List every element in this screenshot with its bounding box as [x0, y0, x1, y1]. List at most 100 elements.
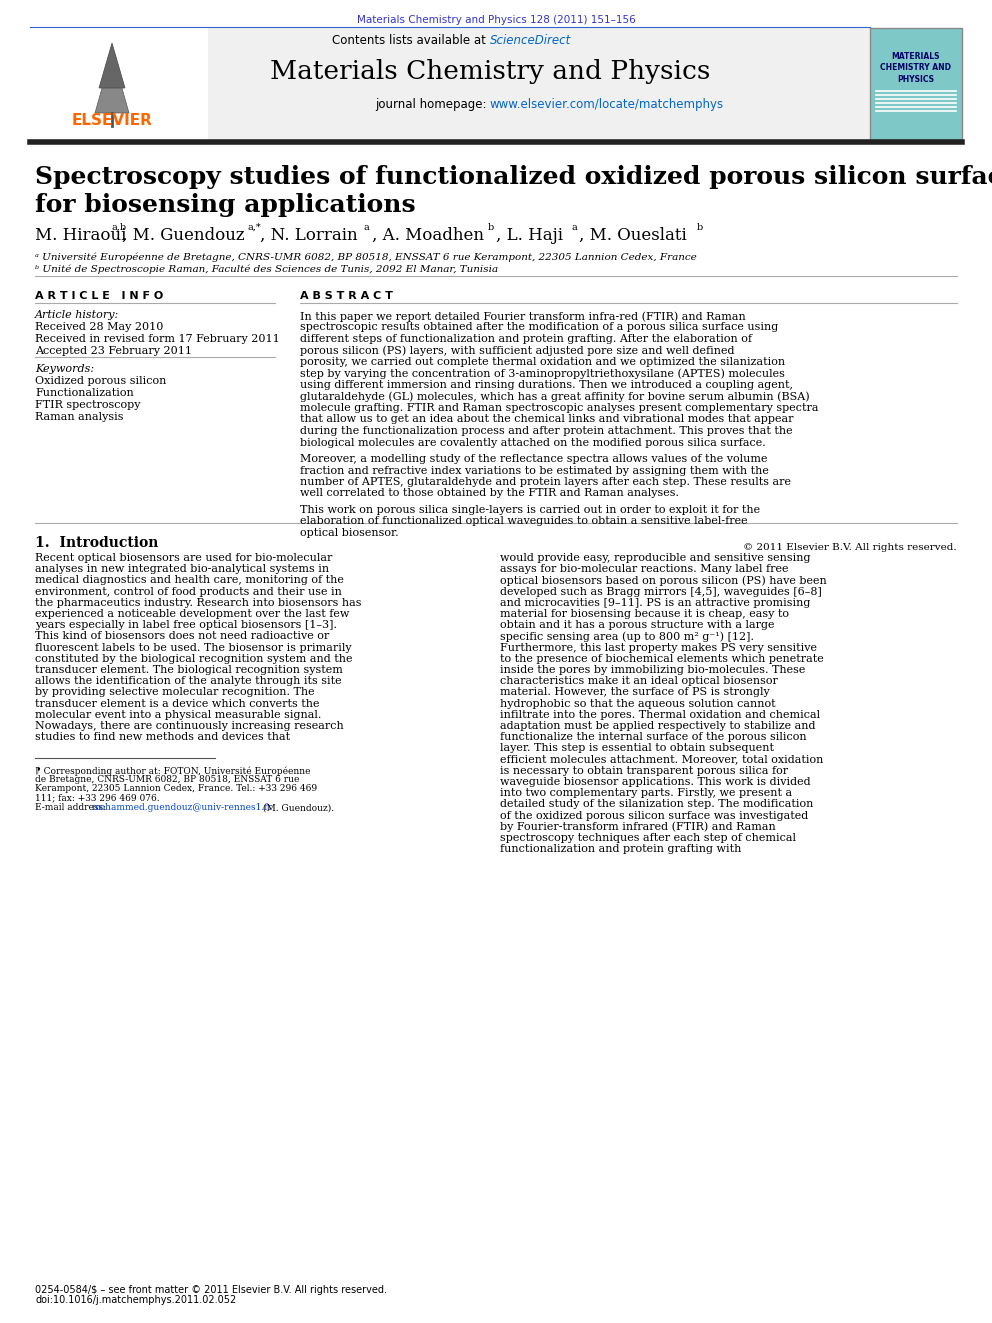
Text: , M. Oueslati: , M. Oueslati [579, 228, 686, 243]
Text: ⁋ Corresponding author at: FOTON, Université Européenne: ⁋ Corresponding author at: FOTON, Univer… [35, 766, 310, 775]
Text: specific sensing area (up to 800 m² g⁻¹) [12].: specific sensing area (up to 800 m² g⁻¹)… [500, 631, 754, 642]
Text: doi:10.1016/j.matchemphys.2011.02.052: doi:10.1016/j.matchemphys.2011.02.052 [35, 1295, 236, 1304]
Text: 1.  Introduction: 1. Introduction [35, 536, 159, 550]
Text: optical biosensors based on porous silicon (PS) have been: optical biosensors based on porous silic… [500, 576, 826, 586]
Text: Raman analysis: Raman analysis [35, 411, 123, 422]
Text: Nowadays, there are continuously increasing research: Nowadays, there are continuously increas… [35, 721, 344, 732]
Text: number of APTES, glutaraldehyde and protein layers after each step. These result: number of APTES, glutaraldehyde and prot… [300, 478, 791, 487]
Text: the pharmaceutics industry. Research into biosensors has: the pharmaceutics industry. Research int… [35, 598, 361, 607]
Text: spectroscopy techniques after each step of chemical: spectroscopy techniques after each step … [500, 833, 796, 843]
Text: MATERIALS
CHEMISTRY AND
PHYSICS: MATERIALS CHEMISTRY AND PHYSICS [881, 52, 951, 85]
Text: A R T I C L E   I N F O: A R T I C L E I N F O [35, 291, 164, 302]
Text: a: a [571, 224, 576, 232]
Text: a,*: a,* [248, 224, 262, 232]
Text: functionalization and protein grafting with: functionalization and protein grafting w… [500, 844, 741, 855]
Text: transducer element. The biological recognition system: transducer element. The biological recog… [35, 665, 343, 675]
Text: biological molecules are covalently attached on the modified porous silica surfa: biological molecules are covalently atta… [300, 438, 766, 447]
Text: during the functionalization process and after protein attachment. This proves t: during the functionalization process and… [300, 426, 793, 437]
Text: Contents lists available at: Contents lists available at [332, 34, 490, 48]
Text: transducer element is a device which converts the: transducer element is a device which con… [35, 699, 319, 709]
Text: molecule grafting. FTIR and Raman spectroscopic analyses present complementary s: molecule grafting. FTIR and Raman spectr… [300, 404, 818, 413]
Text: A B S T R A C T: A B S T R A C T [300, 291, 393, 302]
Text: www.elsevier.com/locate/matchemphys: www.elsevier.com/locate/matchemphys [490, 98, 724, 111]
Text: Received in revised form 17 February 2011: Received in revised form 17 February 201… [35, 333, 280, 344]
Text: porous silicon (PS) layers, with sufficient adjusted pore size and well defined: porous silicon (PS) layers, with suffici… [300, 345, 734, 356]
Text: ᵃ Université Européenne de Bretagne, CNRS-UMR 6082, BP 80518, ENSSAT 6 rue Keram: ᵃ Université Européenne de Bretagne, CNR… [35, 251, 696, 262]
Text: medical diagnostics and health care, monitoring of the: medical diagnostics and health care, mon… [35, 576, 344, 585]
Text: ScienceDirect: ScienceDirect [490, 34, 571, 48]
Text: layer. This step is essential to obtain subsequent: layer. This step is essential to obtain … [500, 744, 774, 753]
Polygon shape [99, 44, 125, 89]
Text: allows the identification of the analyte through its site: allows the identification of the analyte… [35, 676, 341, 687]
Text: FTIR spectroscopy: FTIR spectroscopy [35, 400, 141, 410]
Text: efficient molecules attachment. Moreover, total oxidation: efficient molecules attachment. Moreover… [500, 754, 823, 765]
Text: is necessary to obtain transparent porous silica for: is necessary to obtain transparent porou… [500, 766, 788, 775]
Text: 0254-0584/$ – see front matter © 2011 Elsevier B.V. All rights reserved.: 0254-0584/$ – see front matter © 2011 El… [35, 1285, 387, 1295]
Text: Kerampont, 22305 Lannion Cedex, France. Tel.: +33 296 469: Kerampont, 22305 Lannion Cedex, France. … [35, 785, 317, 794]
Text: elaboration of functionalized optical waveguides to obtain a sensitive label-fre: elaboration of functionalized optical wa… [300, 516, 748, 527]
Text: using different immersion and rinsing durations. Then we introduced a coupling a: using different immersion and rinsing du… [300, 380, 793, 390]
Text: E-mail address:: E-mail address: [35, 803, 109, 812]
Text: journal homepage:: journal homepage: [375, 98, 490, 111]
Text: Received 28 May 2010: Received 28 May 2010 [35, 321, 164, 332]
Text: 111; fax: +33 296 469 076.: 111; fax: +33 296 469 076. [35, 794, 160, 803]
Text: well correlated to those obtained by the FTIR and Raman analyses.: well correlated to those obtained by the… [300, 488, 679, 499]
FancyBboxPatch shape [30, 28, 962, 140]
Text: M. Hiraoui: M. Hiraoui [35, 228, 126, 243]
Text: , M. Guendouz: , M. Guendouz [122, 228, 245, 243]
Text: Accepted 23 February 2011: Accepted 23 February 2011 [35, 347, 192, 356]
Text: Moreover, a modelling study of the reflectance spectra allows values of the volu: Moreover, a modelling study of the refle… [300, 454, 768, 464]
Text: years especially in label free optical biosensors [1–3].: years especially in label free optical b… [35, 620, 337, 630]
Text: , N. Lorrain: , N. Lorrain [260, 228, 358, 243]
Text: inside the pores by immobilizing bio-molecules. These: inside the pores by immobilizing bio-mol… [500, 665, 806, 675]
Text: b: b [488, 224, 494, 232]
Text: ELSEVIER: ELSEVIER [71, 112, 153, 128]
Text: that allow us to get an idea about the chemical links and vibrational modes that: that allow us to get an idea about the c… [300, 414, 794, 425]
Text: of the oxidized porous silicon surface was investigated: of the oxidized porous silicon surface w… [500, 811, 808, 820]
Text: Materials Chemistry and Physics: Materials Chemistry and Physics [270, 60, 710, 83]
Text: would provide easy, reproducible and sensitive sensing: would provide easy, reproducible and sen… [500, 553, 810, 564]
Text: into two complementary parts. Firstly, we present a: into two complementary parts. Firstly, w… [500, 789, 793, 798]
Text: porosity, we carried out complete thermal oxidation and we optimized the silaniz: porosity, we carried out complete therma… [300, 357, 785, 366]
Text: constituted by the biological recognition system and the: constituted by the biological recognitio… [35, 654, 352, 664]
Text: Functionalization: Functionalization [35, 388, 134, 398]
Text: , A. Moadhen: , A. Moadhen [372, 228, 484, 243]
Text: Recent optical biosensors are used for bio-molecular: Recent optical biosensors are used for b… [35, 553, 332, 564]
Text: glutaraldehyde (GL) molecules, which has a great affinity for bovine serum album: glutaraldehyde (GL) molecules, which has… [300, 392, 809, 402]
Text: ᵇ Unité de Spectroscopie Raman, Faculté des Sciences de Tunis, 2092 El Manar, Tu: ᵇ Unité de Spectroscopie Raman, Faculté … [35, 265, 498, 274]
Text: step by varying the concentration of 3-aminopropyltriethoxysilane (APTES) molecu: step by varying the concentration of 3-a… [300, 369, 785, 380]
Text: different steps of functionalization and protein grafting. After the elaboration: different steps of functionalization and… [300, 333, 752, 344]
Text: a,b: a,b [111, 224, 126, 232]
Text: hydrophobic so that the aqueous solution cannot: hydrophobic so that the aqueous solution… [500, 699, 776, 709]
Text: developed such as Bragg mirrors [4,5], waveguides [6–8]: developed such as Bragg mirrors [4,5], w… [500, 586, 822, 597]
Text: de Bretagne, CNRS-UMR 6082, BP 80518, ENSSAT 6 rue: de Bretagne, CNRS-UMR 6082, BP 80518, EN… [35, 775, 300, 785]
Text: Spectroscopy studies of functionalized oxidized porous silicon surface: Spectroscopy studies of functionalized o… [35, 165, 992, 189]
Text: In this paper we report detailed Fourier transform infra-red (FTIR) and Raman: In this paper we report detailed Fourier… [300, 311, 746, 321]
Text: fraction and refractive index variations to be estimated by assigning them with : fraction and refractive index variations… [300, 466, 769, 475]
Text: to the presence of biochemical elements which penetrate: to the presence of biochemical elements … [500, 654, 823, 664]
Text: experienced a noticeable development over the last few: experienced a noticeable development ove… [35, 609, 349, 619]
Text: adaptation must be applied respectively to stabilize and: adaptation must be applied respectively … [500, 721, 815, 732]
Text: (M. Guendouz).: (M. Guendouz). [260, 803, 334, 812]
Text: Keywords:: Keywords: [35, 364, 94, 374]
Text: b: b [697, 224, 703, 232]
Text: and microcavities [9–11]. PS is an attractive promising: and microcavities [9–11]. PS is an attra… [500, 598, 810, 607]
FancyBboxPatch shape [870, 28, 962, 140]
Text: material. However, the surface of PS is strongly: material. However, the surface of PS is … [500, 688, 770, 697]
Text: material for biosensing because it is cheap, easy to: material for biosensing because it is ch… [500, 609, 789, 619]
Text: functionalize the internal surface of the porous silicon: functionalize the internal surface of th… [500, 732, 806, 742]
FancyBboxPatch shape [30, 28, 208, 140]
Text: optical biosensor.: optical biosensor. [300, 528, 399, 538]
Text: characteristics make it an ideal optical biosensor: characteristics make it an ideal optical… [500, 676, 778, 687]
Text: infiltrate into the pores. Thermal oxidation and chemical: infiltrate into the pores. Thermal oxida… [500, 710, 820, 720]
Text: assays for bio-molecular reactions. Many label free: assays for bio-molecular reactions. Many… [500, 564, 789, 574]
Text: © 2011 Elsevier B.V. All rights reserved.: © 2011 Elsevier B.V. All rights reserved… [743, 542, 957, 552]
Text: Article history:: Article history: [35, 310, 119, 320]
Text: Materials Chemistry and Physics 128 (2011) 151–156: Materials Chemistry and Physics 128 (201… [357, 15, 635, 25]
Text: obtain and it has a porous structure with a large: obtain and it has a porous structure wit… [500, 620, 775, 630]
Text: spectroscopic results obtained after the modification of a porous silica surface: spectroscopic results obtained after the… [300, 323, 779, 332]
Text: Oxidized porous silicon: Oxidized porous silicon [35, 376, 167, 386]
Text: by Fourier-transform infrared (FTIR) and Raman: by Fourier-transform infrared (FTIR) and… [500, 822, 776, 832]
Polygon shape [95, 53, 129, 112]
Text: fluorescent labels to be used. The biosensor is primarily: fluorescent labels to be used. The biose… [35, 643, 351, 652]
